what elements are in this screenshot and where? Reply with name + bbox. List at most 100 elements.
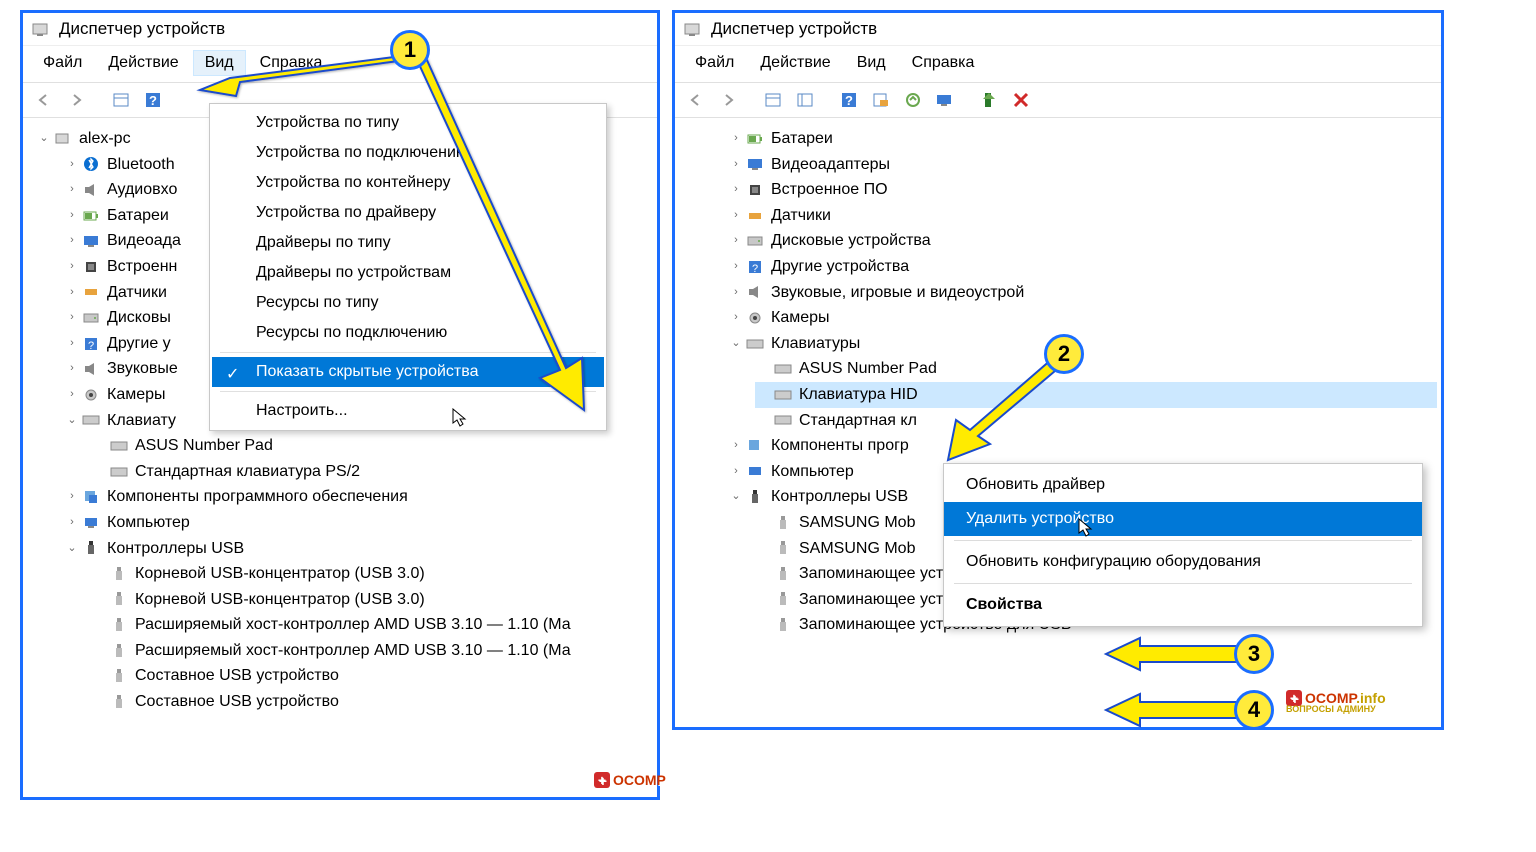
chevron-icon: › (63, 258, 81, 276)
chevron-icon: › (63, 386, 81, 404)
menu-action[interactable]: Действие (748, 50, 842, 76)
forward-button[interactable] (63, 87, 91, 113)
toolbar-button[interactable] (931, 87, 959, 113)
context-menu-item[interactable]: Удалить устройство (944, 502, 1422, 536)
menu-help[interactable]: Справка (900, 50, 987, 76)
usb-icon (109, 642, 129, 660)
menu-view[interactable]: Вид (845, 50, 898, 76)
watermark: +OCOMP (594, 772, 666, 788)
chevron-down-icon: ⌄ (35, 130, 53, 148)
context-menu-item[interactable]: Свойства (944, 588, 1422, 622)
tree-software[interactable]: › Компоненты программного обеспечения (63, 484, 653, 510)
tree-item[interactable]: ASUS Number Pad (91, 433, 653, 459)
tree-item[interactable]: Расширяемый хост-контроллер AMD USB 3.10… (91, 638, 653, 664)
tree-item-label: Корневой USB-концентратор (USB 3.0) (135, 587, 425, 613)
tree-item[interactable]: › Дисковые устройства (727, 228, 1437, 254)
sensor-icon (745, 207, 765, 225)
help-button[interactable]: ? (835, 87, 863, 113)
tree-item[interactable]: ›Видеоадаптеры (727, 152, 1437, 178)
tree-usb[interactable]: ⌄ Контроллеры USB (63, 536, 653, 562)
tree-item[interactable]: Корневой USB-концентратор (USB 3.0) (91, 587, 653, 613)
tree-item-label: SAMSUNG Mob (799, 536, 915, 562)
camera-icon (81, 386, 101, 404)
usb-icon (81, 539, 101, 557)
toolbar-button[interactable] (867, 87, 895, 113)
tree-item[interactable]: ›Встроенное ПО (727, 177, 1437, 203)
tree-computer[interactable]: › Компьютер (63, 510, 653, 536)
annotation-arrow-2 (672, 330, 1092, 470)
chevron-icon: › (727, 284, 745, 302)
annotation-badge-2: 2 (1044, 334, 1084, 374)
tree-item[interactable]: ›Батареи (727, 126, 1437, 152)
toolbar-button[interactable] (759, 87, 787, 113)
usb-icon (109, 616, 129, 634)
tree-item-label: Расширяемый хост-контроллер AMD USB 3.10… (135, 638, 571, 664)
other-icon: ? (81, 335, 101, 353)
tree-item[interactable]: Корневой USB-концентратор (USB 3.0) (91, 561, 653, 587)
cursor-icon (1078, 518, 1094, 538)
window-title: Диспетчер устройств (711, 19, 877, 39)
usb-icon (773, 616, 793, 634)
tree-item[interactable]: ›?Другие устройства (727, 254, 1437, 280)
tree-item-label: Стандартная клавиатура PS/2 (135, 459, 360, 485)
delete-button[interactable] (1007, 87, 1035, 113)
back-button[interactable] (683, 87, 711, 113)
annotation-arrow-1 (140, 30, 600, 430)
toolbar-button[interactable] (791, 87, 819, 113)
tree-item[interactable]: ›Камеры (727, 305, 1437, 331)
tree-item-label: Составное USB устройство (135, 663, 339, 689)
tree-item[interactable]: Составное USB устройство (91, 663, 653, 689)
tree-item[interactable]: Составное USB устройство (91, 689, 653, 715)
tree-item-label: Датчики (771, 203, 831, 229)
camera-icon (745, 309, 765, 327)
toolbar-button[interactable] (899, 87, 927, 113)
properties-button[interactable] (107, 87, 135, 113)
annotation-badge-1: 1 (390, 30, 430, 70)
display-icon (745, 155, 765, 173)
tree-item-label: Корневой USB-концентратор (USB 3.0) (135, 561, 425, 587)
computer-icon (53, 130, 73, 148)
usb-icon (109, 667, 129, 685)
chevron-icon: › (63, 284, 81, 302)
chevron-down-icon: ⌄ (63, 540, 81, 558)
tree-item-label: Составное USB устройство (135, 689, 339, 715)
tree-item-label: Звуковые, игровые и видеоустрой (771, 280, 1024, 306)
audio-icon (81, 181, 101, 199)
usb-icon (773, 565, 793, 583)
forward-button[interactable] (715, 87, 743, 113)
chevron-right-icon: › (63, 514, 81, 532)
battery-icon (745, 130, 765, 148)
tree-item-label: Камеры (771, 305, 830, 331)
devmgr-icon (31, 20, 51, 38)
disk-icon (745, 232, 765, 250)
tree-item[interactable]: ›Датчики (727, 203, 1437, 229)
tree-item-label: Батареи (771, 126, 833, 152)
chevron-right-icon: › (63, 488, 81, 506)
usb-icon (773, 514, 793, 532)
tree-item[interactable]: Расширяемый хост-контроллер AMD USB 3.10… (91, 612, 653, 638)
menu-file[interactable]: Файл (683, 50, 746, 76)
audio-icon (81, 360, 101, 378)
toolbar-button[interactable] (975, 87, 1003, 113)
context-menu-item[interactable]: Обновить конфигурацию оборудования (944, 545, 1422, 579)
menu-file[interactable]: Файл (31, 50, 94, 76)
usb-icon (773, 539, 793, 557)
tree-item-label: ASUS Number Pad (135, 433, 273, 459)
software-icon (81, 488, 101, 506)
chevron-icon: › (63, 156, 81, 174)
chevron-icon: › (727, 232, 745, 250)
tree-item-label: Дисковые устройства (771, 228, 931, 254)
annotation-badge-3: 3 (1234, 634, 1274, 674)
chevron-down-icon: ⌄ (727, 488, 745, 506)
audio-icon (745, 283, 765, 301)
devmgr-icon (683, 20, 703, 38)
sensor-icon (81, 283, 101, 301)
tree-item[interactable]: Стандартная клавиатура PS/2 (91, 459, 653, 485)
tree-item[interactable]: › Звуковые, игровые и видеоустрой (727, 280, 1437, 306)
usb-icon (109, 590, 129, 608)
context-menu-item[interactable]: Обновить драйвер (944, 468, 1422, 502)
tree-item-label: Видеоадаптеры (771, 152, 890, 178)
usb-icon (109, 693, 129, 711)
battery-icon (81, 207, 101, 225)
back-button[interactable] (31, 87, 59, 113)
